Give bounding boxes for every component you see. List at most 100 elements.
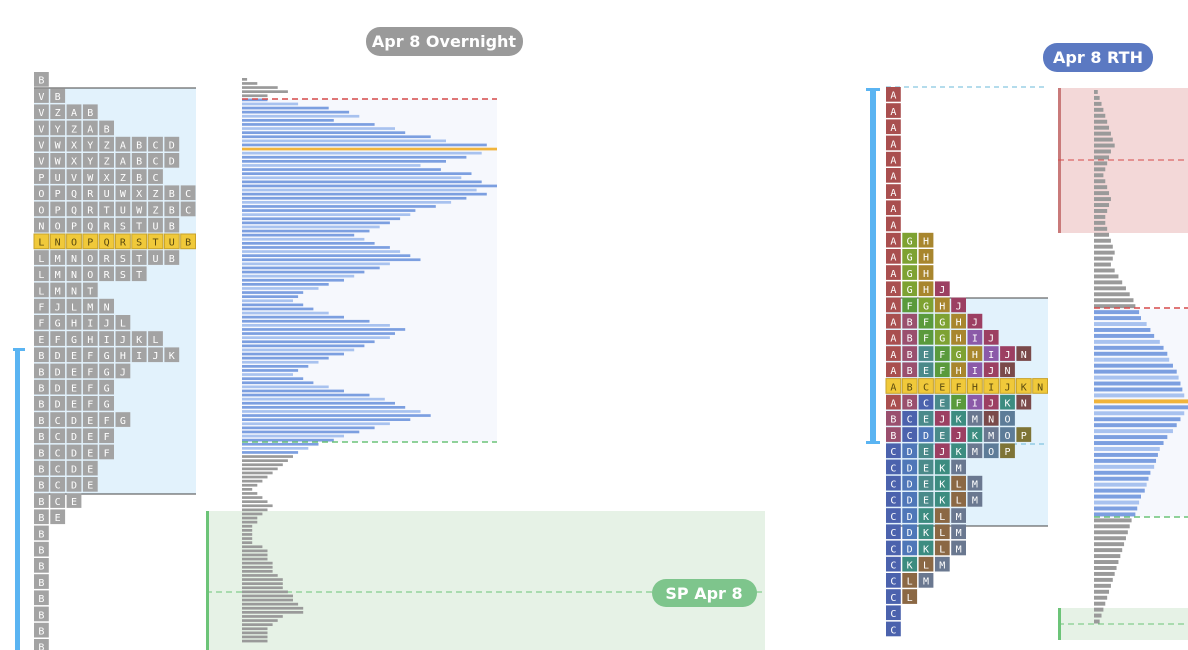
overnight-tpo-cell (34, 444, 49, 460)
overnight-volume-bar (242, 287, 319, 290)
overnight-tpo-cell (115, 266, 131, 282)
rth-tpo-letter: L (939, 528, 945, 539)
overnight-tpo-letter: W (87, 173, 94, 184)
rth-tpo-cell (902, 508, 918, 523)
overnight-tpo-letter: X (104, 173, 110, 184)
overnight-tpo-letter: B (38, 513, 44, 524)
rth-volume-bar (1094, 554, 1121, 559)
rth-tpo-letter: K (939, 480, 945, 491)
rth-volume-bar (1094, 524, 1130, 529)
overnight-volume-bar (242, 196, 467, 200)
rth-tpo-letter: E (923, 496, 929, 507)
rth-tpo-letter: J (1004, 350, 1010, 361)
overnight-tpo-cell (131, 331, 147, 346)
overnight-volume-bar (242, 475, 268, 479)
overnight-tpo-cell (34, 558, 49, 573)
rth-tpo-letter: H (972, 350, 978, 361)
overnight-tpo-cell (82, 250, 98, 265)
overnight-label-pill: Apr 8 Overnight (366, 27, 523, 56)
rth-tpo-letter: H (923, 237, 929, 248)
overnight-tpo-cell (148, 136, 163, 152)
overnight-volume-bar (242, 582, 283, 585)
rth-volume-bar (1094, 149, 1111, 154)
overnight-tpo-letter: U (169, 238, 175, 249)
rth-tpo-letter: A (890, 334, 896, 345)
overnight-volume-bar (242, 422, 390, 426)
rth-tpo-letter: J (988, 334, 994, 345)
overnight-volume-bar (242, 151, 482, 155)
overnight-tpo-letter: A (120, 141, 126, 152)
overnight-tpo-letter: Z (71, 124, 77, 135)
rth-tpo-cell (886, 443, 901, 459)
rth-volume-bar (1094, 226, 1108, 231)
overnight-tpo-letter: A (87, 124, 93, 135)
rth-tpo-letter: C (890, 593, 896, 604)
overnight-volume-bar (242, 545, 263, 549)
rth-volume-bar (1094, 292, 1130, 297)
overnight-tpo-cell (34, 363, 49, 379)
rth-tpo-letter: F (956, 382, 962, 393)
rth-volume-bar (1094, 458, 1157, 463)
overnight-tpo-cell (50, 120, 66, 136)
overnight-volume-bar (242, 160, 446, 163)
overnight-tpo-cell (66, 396, 82, 411)
rth-tpo-letter: O (1004, 415, 1010, 426)
overnight-tpo-cell (34, 169, 49, 184)
rth-tpo-letter: A (890, 220, 896, 231)
overnight-volume-bar (242, 459, 288, 462)
rth-tpo-letter: D (923, 431, 929, 442)
overnight-volume-bar (242, 529, 253, 532)
overnight-tpo-cell (66, 136, 82, 152)
overnight-tpo-letter: O (55, 222, 61, 233)
overnight-tpo-cell (50, 477, 66, 492)
overnight-tpo-cell (148, 153, 163, 168)
overnight-tpo-letter: B (38, 432, 44, 443)
rth-tpo-letter: E (939, 431, 945, 442)
overnight-tpo-letter: M (87, 303, 93, 314)
overnight-volume-bar (242, 324, 390, 327)
rth-tpo-cell (918, 524, 934, 540)
overnight-tpo-letter: P (55, 205, 61, 216)
rth-tpo-cell (902, 475, 918, 491)
rth-tpo-cell (885, 378, 902, 394)
overnight-volume-bar (242, 188, 477, 192)
overnight-volume-bar (242, 94, 268, 98)
overnight-volume-bar (242, 315, 344, 319)
rth-tpo-letter: A (890, 301, 896, 312)
overnight-tpo-letter: H (87, 335, 93, 346)
overnight-tpo-letter: Q (104, 238, 110, 249)
overnight-tpo-cell (34, 282, 49, 298)
overnight-tpo-cell (115, 233, 131, 250)
rth-tpo-cell (951, 362, 966, 378)
rth-tpo-letter: N (1037, 382, 1043, 393)
rth-volume-bar (1094, 310, 1140, 315)
overnight-tpo-letter: J (120, 367, 126, 378)
overnight-tpo-letter: O (87, 254, 93, 265)
overnight-tpo-cell (66, 331, 82, 346)
overnight-tpo-letter: D (71, 481, 77, 492)
overnight-volume-bar (242, 229, 370, 233)
rth-tpo-cell (886, 621, 901, 637)
rth-tpo-letter: C (890, 609, 896, 620)
overnight-tpo-cell (82, 444, 98, 460)
rth-tpo-letter: K (923, 528, 929, 539)
rth-tpo-cell (934, 346, 950, 361)
rth-tpo-letter: M (972, 480, 978, 491)
overnight-tpo-cell (50, 493, 66, 508)
overnight-tpo-letter: W (55, 157, 62, 168)
overnight-tpo-cell (34, 250, 49, 265)
rth-volume-bar (1094, 197, 1111, 202)
overnight-tpo-letter: V (38, 124, 44, 135)
overnight-volume-bar (242, 508, 268, 512)
overnight-tpo-cell (34, 525, 49, 541)
overnight-tpo-cell (34, 541, 49, 557)
overnight-volume-bar (242, 483, 258, 487)
overnight-tpo-letter: X (71, 157, 77, 168)
overnight-tpo-letter: F (104, 416, 110, 427)
rth-tpo-cell (886, 249, 901, 264)
overnight-tpo-letter: B (38, 384, 44, 395)
overnight-tpo-cell (34, 590, 49, 606)
overnight-tpo-letter: T (87, 286, 93, 297)
rth-volume-bar (1094, 429, 1173, 434)
rth-volume-bar (1094, 417, 1181, 422)
